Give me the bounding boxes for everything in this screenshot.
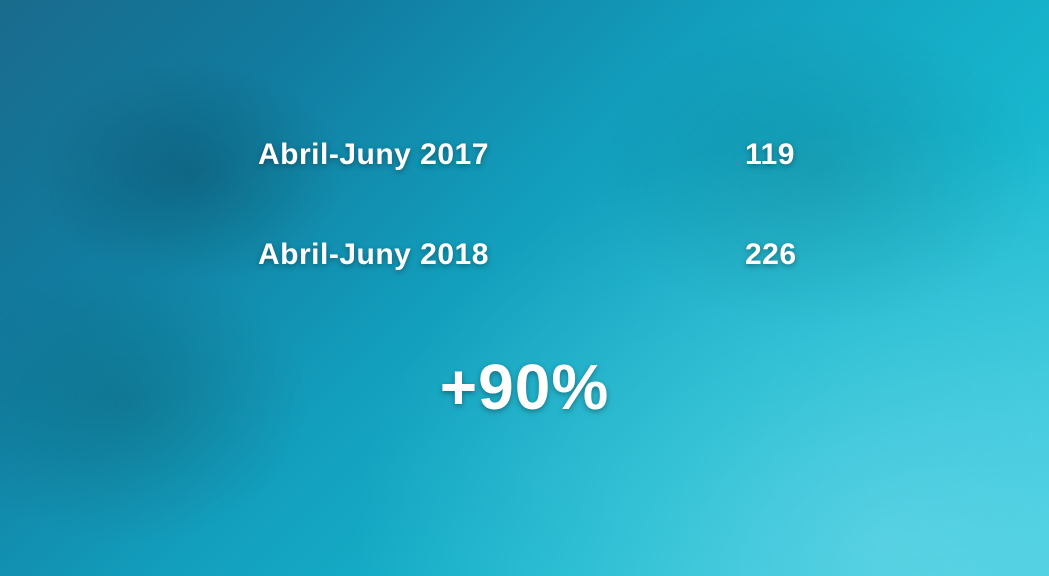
row-1-label: Abril-Juny 2017 (258, 138, 489, 172)
delta-percent: +90% (0, 350, 1049, 424)
infographic-stage: Abril-Juny 2017 119 Abril-Juny 2018 226 … (0, 0, 1049, 576)
row-2-label: Abril-Juny 2018 (258, 238, 489, 272)
row-2-value: 226 (745, 238, 797, 272)
row-1-value: 119 (745, 138, 795, 172)
